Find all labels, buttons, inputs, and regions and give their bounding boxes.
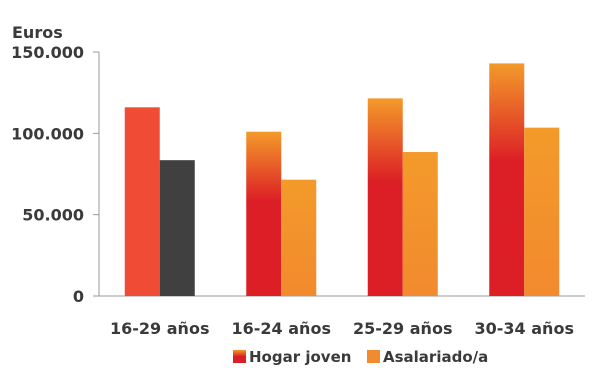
y-axis-ticks: 0 50.000 100.000 150.000 (11, 43, 100, 306)
y-tick-label: 0 (73, 287, 84, 306)
bar-asalariado-1 (281, 179, 317, 296)
bar-hogar-joven-2 (367, 98, 403, 296)
y-tick-label: 100.000 (11, 124, 84, 143)
bars-group (124, 63, 560, 297)
bar-asalariado-3 (524, 127, 560, 296)
x-category-label: 16-29 años (110, 319, 209, 338)
y-tick-label: 50.000 (22, 206, 84, 225)
legend-label: Asalariado/a (383, 348, 488, 366)
legend-label: Hogar joven (249, 348, 351, 366)
bar-asalariado-2 (402, 152, 438, 296)
legend-swatch-asalariado (367, 350, 380, 363)
y-axis-title: Euros (12, 23, 63, 42)
bar-hogar-joven-1 (246, 131, 282, 296)
x-category-label: 25-29 años (353, 319, 452, 338)
bar-asalariado-0 (159, 160, 195, 296)
x-axis-labels: 16-29 años 16-24 años 25-29 años 30-34 años (110, 319, 574, 338)
x-category-label: 16-24 años (232, 319, 331, 338)
bar-hogar-joven-3 (489, 63, 525, 297)
bar-hogar-joven-0 (124, 107, 160, 296)
x-category-label: 30-34 años (475, 319, 574, 338)
legend-swatch-hogar-joven (233, 350, 246, 363)
y-tick-label: 150.000 (11, 43, 84, 62)
legend: Hogar joven Asalariado/a (233, 348, 488, 366)
